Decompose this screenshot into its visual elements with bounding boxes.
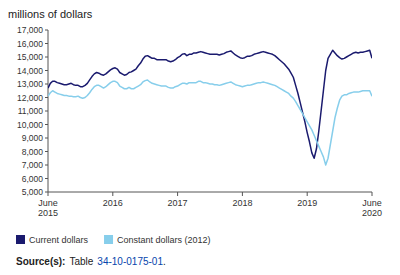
y-tick-label: 13,000 (17, 79, 43, 89)
legend-swatch (16, 235, 25, 244)
title: millions of dollars (8, 8, 93, 20)
y-tick-label: 12,000 (17, 93, 43, 103)
y-tick (45, 43, 48, 44)
x-tick-label-line: 2019 (297, 198, 317, 208)
y-tick-label: 15,000 (17, 52, 43, 62)
source: Source(s): Table 34-10-0175-01. (16, 256, 166, 267)
source-part: 34-10-0175-01 (97, 256, 163, 267)
y-tick-label: 5,000 (22, 187, 44, 197)
chart: millions of dollars 5,000 6,000 7,000 8,000 9… (0, 0, 400, 275)
x-tick (48, 192, 49, 196)
legend-swatch (104, 235, 113, 244)
y-tick-label: 11,000 (18, 106, 44, 116)
y-tick (45, 178, 48, 179)
x-tick (307, 192, 308, 196)
series-line (48, 80, 372, 165)
x-tick (177, 192, 178, 196)
x-tick-label-line: June (362, 198, 382, 208)
x-tick (372, 192, 373, 196)
legend-label: Constant dollars (2012) (117, 235, 211, 245)
y-tick (45, 57, 48, 58)
x-axis-line (48, 192, 372, 193)
x-tick-label-line: June (38, 198, 58, 208)
y-tick-label: 7,000 (22, 160, 44, 170)
y-tick (45, 97, 48, 98)
y-tick (45, 138, 48, 139)
y-tick-label: 8,000 (22, 147, 44, 157)
y-tick (45, 124, 48, 125)
x-tick-label: 2019 (297, 198, 317, 208)
y-tick (45, 165, 48, 166)
x-tick (242, 192, 243, 196)
y-tick (45, 151, 48, 152)
y-tick-label: 10,000 (17, 120, 43, 130)
x-tick-label: June2020 (362, 198, 382, 218)
y-tick-label: 16,000 (17, 39, 43, 49)
plot-area (48, 50, 372, 165)
x-tick-label-line: 2020 (362, 208, 382, 218)
x-tick-label-line: 2015 (38, 208, 58, 218)
x-tick-label: 2016 (103, 198, 123, 208)
y-tick-label: 6,000 (22, 174, 44, 184)
y-tick (45, 84, 48, 85)
source-part: Source(s): (16, 256, 65, 267)
y-tick-label: 17,000 (17, 25, 43, 35)
legend-label: Current dollars (29, 235, 89, 245)
y-tick (45, 30, 48, 31)
x-tick-label-line: 2017 (168, 198, 188, 208)
x-tick (112, 192, 113, 196)
y-tick-label: 14,000 (17, 66, 43, 76)
x-tick-label-line: 2018 (232, 198, 252, 208)
y-tick (45, 70, 48, 71)
x-tick-label: 2017 (168, 198, 188, 208)
source-part: Table (69, 256, 93, 267)
y-tick (45, 111, 48, 112)
x-tick-label: June2015 (38, 198, 58, 218)
y-tick-label: 9,000 (22, 133, 44, 143)
source-part: . (163, 256, 166, 267)
series-line (48, 50, 372, 158)
x-tick-label-line: 2016 (103, 198, 123, 208)
x-tick-label: 2018 (232, 198, 252, 208)
